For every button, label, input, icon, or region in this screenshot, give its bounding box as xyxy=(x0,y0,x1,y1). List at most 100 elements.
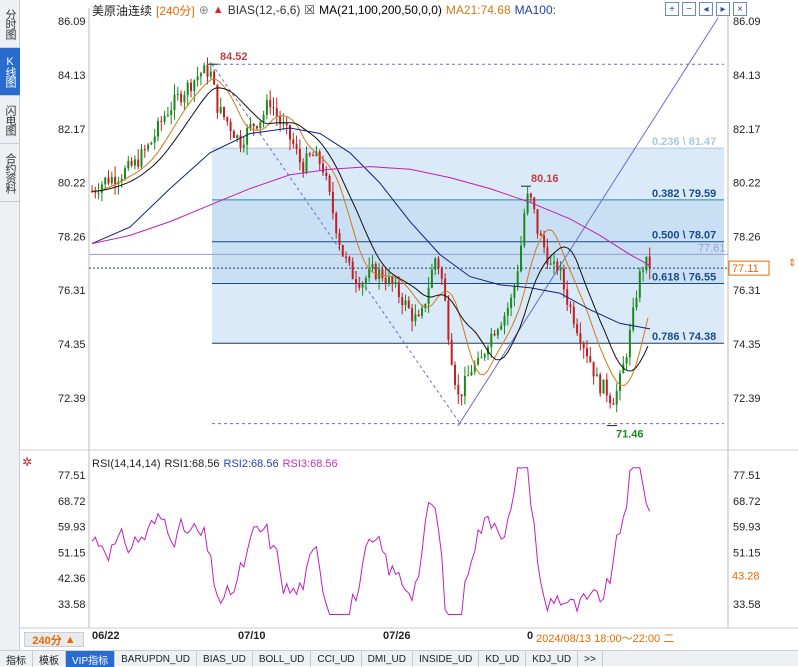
fib-label: 0.382 \ 79.59 xyxy=(652,188,716,200)
candle xyxy=(209,61,212,80)
high-label: 80.16 xyxy=(531,173,559,185)
price-tick-right: 78.26 xyxy=(733,231,761,243)
candle-body xyxy=(259,121,262,129)
candle-body xyxy=(500,325,503,330)
bottom-tab[interactable]: KDJ_UD xyxy=(526,651,579,667)
candle xyxy=(536,209,539,239)
rsi-tick-right: 77.51 xyxy=(733,470,761,482)
side-tab[interactable]: K线图 xyxy=(0,48,20,96)
candle xyxy=(595,367,598,377)
candle-body xyxy=(605,379,608,396)
candle xyxy=(569,300,572,314)
bottom-tab[interactable]: KD_UD xyxy=(479,651,527,667)
bottom-tab[interactable]: >> xyxy=(578,651,603,667)
bottom-tab[interactable]: VIP指标 xyxy=(66,651,116,667)
bottom-tab[interactable]: 模板 xyxy=(33,651,66,667)
candle-body xyxy=(246,128,249,145)
candle xyxy=(391,275,394,292)
price-tick-left: 72.39 xyxy=(58,393,86,405)
candle xyxy=(328,174,331,196)
bottom-tab[interactable]: DMI_UD xyxy=(362,651,413,667)
candle xyxy=(140,143,143,170)
candle-body xyxy=(576,324,579,334)
bottom-tab[interactable]: BARUPDN_UD xyxy=(115,651,198,667)
bottom-tab[interactable]: BIAS_UD xyxy=(197,651,253,667)
candle-body xyxy=(526,193,529,214)
side-tab[interactable]: 合约资料 xyxy=(0,144,20,202)
candle xyxy=(345,251,348,264)
candle-body xyxy=(516,271,519,287)
candle-body xyxy=(582,343,585,349)
rsi2-value: RSI2:68.56 xyxy=(223,458,279,470)
candle xyxy=(473,360,476,376)
kline-chart[interactable]: 0.236 \ 81.47 0.382 \ 79.59 0.500 \ 78.07 0… xyxy=(0,0,798,650)
candle xyxy=(133,155,136,170)
plus-box-icon[interactable]: + xyxy=(665,2,679,16)
candle-body xyxy=(114,176,117,185)
candle xyxy=(625,353,628,370)
bottom-tab[interactable]: BOLL_UD xyxy=(253,651,312,667)
candle-body xyxy=(312,155,315,157)
candle xyxy=(196,66,199,87)
ma100-label: MA100: xyxy=(514,3,556,17)
candle xyxy=(407,296,410,310)
candle xyxy=(506,302,509,326)
candle xyxy=(533,196,536,214)
candle xyxy=(605,373,608,403)
checkbox-icon[interactable]: ☒ xyxy=(304,3,316,17)
candle xyxy=(526,186,529,216)
bottom-tab[interactable]: CCI_UD xyxy=(311,651,362,667)
candle xyxy=(642,266,645,282)
candle-body xyxy=(572,306,575,325)
candle xyxy=(496,327,499,339)
period-label[interactable]: 240分 xyxy=(156,2,195,19)
side-tab[interactable]: 分时图 xyxy=(0,0,20,48)
candle-body xyxy=(203,65,206,74)
close-box-icon[interactable]: × xyxy=(733,2,747,16)
candle-body xyxy=(463,375,466,397)
candle-body xyxy=(417,314,420,317)
candle-body xyxy=(394,282,397,284)
candle-body xyxy=(381,269,384,279)
arrow-left-box-icon[interactable]: ◂ xyxy=(699,2,713,16)
candle xyxy=(100,181,103,202)
candle-body xyxy=(341,244,344,257)
minus-box-icon[interactable]: − xyxy=(682,2,696,16)
candle-body xyxy=(496,329,499,336)
candle xyxy=(562,264,565,299)
candle-body xyxy=(414,314,417,322)
candle-body xyxy=(153,136,156,143)
candle-body xyxy=(440,268,443,279)
period-button[interactable]: 240分 ▲ xyxy=(24,632,84,647)
candle-body xyxy=(615,390,618,405)
candle xyxy=(513,283,516,307)
rsi3-value: RSI3:68.56 xyxy=(282,458,338,470)
bottom-tab[interactable]: INSIDE_UD xyxy=(413,651,480,667)
candle-body xyxy=(384,278,387,284)
candle xyxy=(355,271,357,293)
settings-icon[interactable]: ✲ xyxy=(22,455,33,469)
candle xyxy=(232,129,235,139)
candle-body xyxy=(226,117,229,122)
price-tick-right: 86.09 xyxy=(733,16,761,28)
candle-body xyxy=(302,162,305,173)
candle xyxy=(193,79,196,102)
candle-body xyxy=(374,263,377,280)
candle xyxy=(582,341,585,359)
candle-body xyxy=(407,300,410,309)
arrow-right-box-icon[interactable]: ▸ xyxy=(716,2,730,16)
trendline xyxy=(457,17,719,427)
side-tab[interactable]: 闪电图 xyxy=(0,96,20,144)
candle-body xyxy=(470,371,473,376)
candle xyxy=(160,116,163,132)
candle xyxy=(520,236,522,273)
candle-body xyxy=(635,297,638,308)
bottom-tab[interactable]: 指标 xyxy=(0,651,33,667)
pin-icon[interactable]: ⊕ xyxy=(198,3,209,17)
candle-body xyxy=(295,144,298,150)
candle-body xyxy=(490,333,493,348)
rsi-tag: 43.28 xyxy=(732,571,760,583)
candle xyxy=(262,110,265,128)
ma-label: MA(21,100,200,50,0,0) xyxy=(319,3,442,17)
triangle-up-icon: ▲ xyxy=(64,633,76,646)
